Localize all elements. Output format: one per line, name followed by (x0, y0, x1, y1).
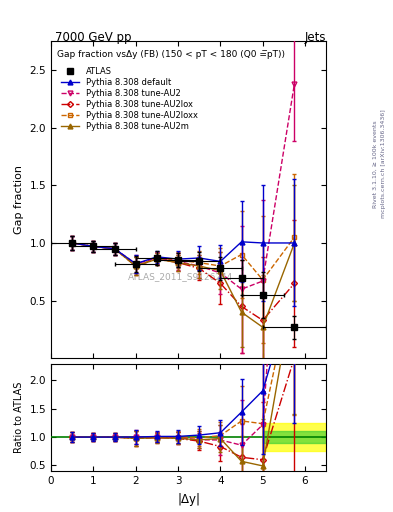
X-axis label: |$\Delta$y|: |$\Delta$y| (177, 492, 200, 508)
Bar (263, 423, 326, 451)
Legend: ATLAS, Pythia 8.308 default, Pythia 8.308 tune-AU2, Pythia 8.308 tune-AU2lox, Py: ATLAS, Pythia 8.308 default, Pythia 8.30… (58, 64, 200, 134)
Text: Gap fraction vsΔy (FB) (150 < pT < 180 (Q0 =̅pT)): Gap fraction vsΔy (FB) (150 < pT < 180 (… (57, 51, 285, 59)
Text: Jets: Jets (305, 31, 326, 44)
Bar (263, 432, 326, 443)
Text: mcplots.cern.ch [arXiv:1306.3436]: mcplots.cern.ch [arXiv:1306.3436] (381, 110, 386, 218)
Text: 7000 GeV pp: 7000 GeV pp (55, 31, 132, 44)
Text: ATLAS_2011_S9126244: ATLAS_2011_S9126244 (128, 272, 233, 281)
Text: Rivet 3.1.10, ≥ 100k events: Rivet 3.1.10, ≥ 100k events (373, 120, 378, 208)
Y-axis label: Gap fraction: Gap fraction (14, 165, 24, 234)
Y-axis label: Ratio to ATLAS: Ratio to ATLAS (14, 381, 24, 453)
